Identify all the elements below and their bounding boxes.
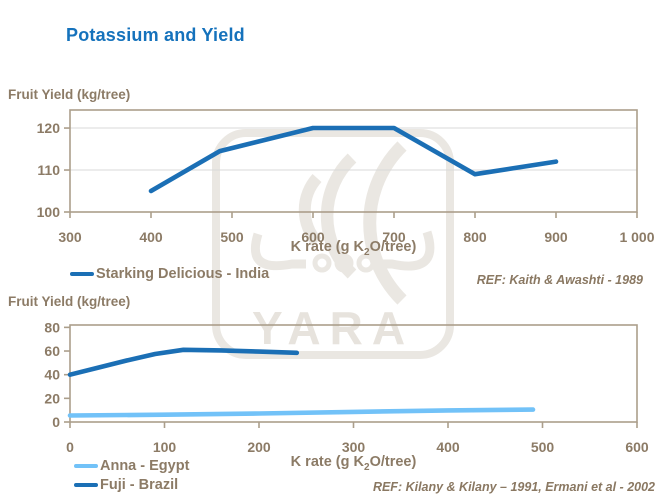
x-tick-label: 800 — [463, 229, 487, 245]
watermark-sail-large — [363, 141, 407, 305]
x-tick-label: 500 — [531, 439, 555, 455]
x-tick-label: 300 — [342, 439, 366, 455]
watermark-hull-left — [250, 232, 306, 271]
slide-title: Potassium and Yield — [66, 25, 245, 45]
watermark-frame — [212, 129, 454, 359]
x-tick-label: 300 — [58, 229, 82, 245]
legend-swatch-starking-delicious — [70, 272, 94, 276]
legend-label: Fuji - Brazil — [100, 477, 179, 493]
watermark-hull-right — [382, 230, 435, 271]
watermark-sail-medium — [320, 153, 357, 279]
series-line — [67, 347, 300, 378]
legend-swatch-fuji — [74, 483, 98, 487]
bottom-chart-y-axis-title: Fruit Yield (kg/tree) — [8, 294, 131, 309]
bottom-chart-legend-item-anna: Anna - Egypt — [74, 458, 189, 474]
watermark-hull-boss — [312, 253, 332, 273]
x-tick-label: 100 — [153, 439, 177, 455]
top-chart-y-axis-title: Fruit Yield (kg/tree) — [8, 87, 131, 102]
plot-border — [69, 109, 638, 213]
bottom-chart-x-axis-title: K rate (g K2O/tree) — [290, 454, 417, 473]
x-tick-label: 1 000 — [619, 229, 654, 245]
y-tick-label: 40 — [44, 367, 60, 383]
series-line — [67, 407, 536, 418]
y-tick-label: 0 — [52, 414, 60, 430]
watermark-hull-boss — [334, 253, 354, 273]
y-tick-label: 80 — [44, 319, 60, 335]
bottom-chart-legend-item-fuji: Fuji - Brazil — [74, 477, 178, 493]
legend-label: Anna - Egypt — [100, 458, 190, 474]
x-tick-label: 0 — [66, 439, 74, 455]
x-tick-label: 900 — [544, 229, 568, 245]
legend-swatch-anna — [74, 464, 98, 468]
watermark-hull-boss — [356, 253, 376, 273]
x-tick-label: 500 — [220, 229, 244, 245]
x-tick-label: 400 — [139, 229, 163, 245]
bottom-chart-reference: REF: Kilany & Kilany – 1991, Ermani et a… — [372, 480, 655, 494]
legend-label: Starking Delicious - India — [96, 266, 270, 282]
x-tick-label: 600 — [625, 439, 649, 455]
y-tick-label: 20 — [44, 390, 60, 406]
top-chart-reference: REF: Kaith & Awashti - 1989 — [476, 273, 643, 287]
plot-border — [69, 324, 638, 423]
watermark-sail-small — [298, 174, 322, 246]
x-tick-label: 200 — [247, 439, 271, 455]
y-tick-label: 110 — [37, 162, 60, 178]
x-tick-label: 400 — [436, 439, 460, 455]
y-tick-label: 60 — [44, 343, 60, 359]
series-line — [148, 125, 559, 194]
top-chart-x-axis-title: K rate (g K2O/tree) — [290, 239, 417, 258]
x-tick-label: 600 — [301, 229, 325, 245]
y-tick-label: 100 — [37, 204, 61, 220]
top-chart-legend-item: Starking Delicious - India — [70, 266, 269, 282]
x-tick-label: 700 — [382, 229, 406, 245]
watermark-wordmark: YARA — [252, 302, 414, 354]
bottom-chart-plot: 0 20 40 60 80 0 100 200 300 400 500 600 — [44, 319, 648, 455]
y-tick-label: 120 — [37, 120, 61, 136]
top-chart-plot: 100 110 120 300 400 500 600 700 800 900 1 000 — [37, 109, 655, 245]
